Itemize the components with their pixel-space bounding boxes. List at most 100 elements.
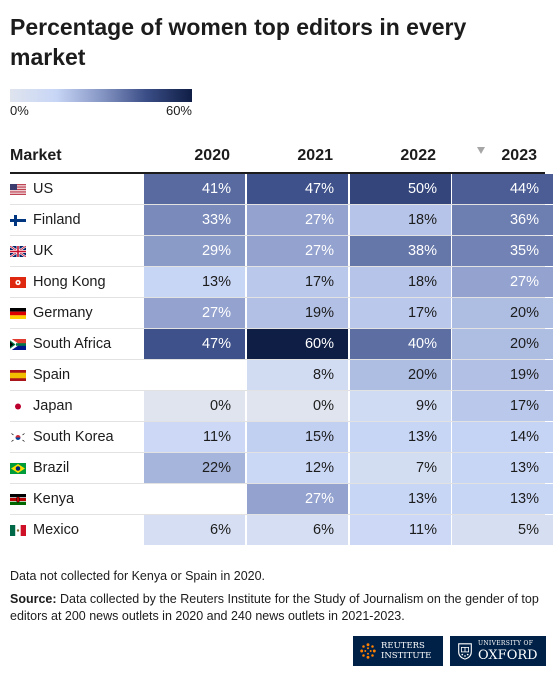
heatmap-cell: 0%: [247, 391, 348, 421]
heatmap-cell: 19%: [247, 298, 348, 328]
source-text: Data collected by the Reuters Institute …: [10, 592, 539, 623]
hong-kong-flag-icon: [10, 276, 33, 288]
heatmap-cell: 17%: [247, 267, 348, 297]
heatmap-cell: 13%: [350, 484, 451, 514]
heatmap-cell: 11%: [144, 422, 245, 452]
table-body: US 41% 47% 50% 44% Finland 33% 27% 18% 36% UK 29% 27…: [10, 174, 553, 546]
market-cell: Germany: [10, 298, 93, 328]
market-label: Brazil: [33, 460, 70, 476]
market-label: Spain: [33, 367, 71, 383]
university-of-oxford-logo[interactable]: UNIVERSITY OF OXFORD: [450, 636, 546, 666]
heatmap-cell: 18%: [350, 205, 451, 235]
table-row: Germany 27% 19% 17% 20%: [10, 298, 553, 329]
heatmap-cell: 20%: [350, 360, 451, 390]
heatmap-cell: 44%: [452, 174, 553, 204]
color-legend: 0% 60%: [10, 89, 192, 119]
reuters-institute-logo[interactable]: REUTERS INSTITUTE: [353, 636, 443, 666]
south-africa-flag-icon: [10, 338, 33, 350]
uk-flag-icon: [10, 245, 33, 257]
market-cell: South Africa: [10, 329, 111, 359]
column-header-2021[interactable]: 2021: [297, 147, 333, 164]
finland-flag-icon: [10, 214, 33, 226]
south-korea-flag-icon: [10, 431, 33, 443]
column-header-market[interactable]: Market: [10, 147, 62, 164]
heatmap-cell: 9%: [350, 391, 451, 421]
reuters-logo-line2: INSTITUTE: [381, 651, 432, 661]
heatmap-cell: [144, 360, 245, 390]
heatmap-cell: 27%: [247, 484, 348, 514]
heatmap-cell: 33%: [144, 205, 245, 235]
sort-descending-icon[interactable]: [477, 147, 485, 154]
table-row: Spain 8% 20% 19%: [10, 360, 553, 391]
source-note: Source: Data collected by the Reuters In…: [10, 591, 550, 625]
heatmap-cell: 12%: [247, 453, 348, 483]
oxford-crest-icon: [458, 643, 472, 660]
market-label: Hong Kong: [33, 274, 106, 290]
heatmap-cell: 20%: [452, 329, 553, 359]
heatmap-cell: 13%: [452, 453, 553, 483]
heatmap-cell: 13%: [144, 267, 245, 297]
table-header: Market 2020 2021 2022 2023: [10, 142, 545, 174]
heatmap-cell: 19%: [452, 360, 553, 390]
column-header-2020[interactable]: 2020: [194, 147, 230, 164]
source-label: Source:: [10, 592, 57, 606]
table-row: Finland 33% 27% 18% 36%: [10, 205, 553, 236]
heatmap-cell: 20%: [452, 298, 553, 328]
market-label: South Korea: [33, 429, 114, 445]
market-cell: Brazil: [10, 453, 69, 483]
market-cell: UK: [10, 236, 53, 266]
reuters-logo-line1: REUTERS: [381, 641, 425, 651]
heatmap-cell: 27%: [452, 267, 553, 297]
heatmap-cell: 47%: [144, 329, 245, 359]
column-header-2022[interactable]: 2022: [400, 147, 436, 164]
market-label: US: [33, 181, 54, 197]
heatmap-cell: [144, 484, 245, 514]
market-cell: Japan: [10, 391, 73, 421]
heatmap-cell: 40%: [350, 329, 451, 359]
market-cell: Hong Kong: [10, 267, 106, 297]
japan-flag-icon: [10, 400, 33, 412]
market-cell: Mexico: [10, 515, 79, 545]
heatmap-cell: 29%: [144, 236, 245, 266]
spain-flag-icon: [10, 369, 33, 381]
heatmap-cell: 13%: [350, 422, 451, 452]
table-row: Japan 0% 0% 9% 17%: [10, 391, 553, 422]
heatmap-cell: 50%: [350, 174, 451, 204]
table-row: South Africa 47% 60% 40% 20%: [10, 329, 553, 360]
market-cell: Finland: [10, 205, 81, 235]
table-row: Hong Kong 13% 17% 18% 27%: [10, 267, 553, 298]
heatmap-cell: 27%: [247, 236, 348, 266]
table-row: South Korea 11% 15% 13% 14%: [10, 422, 553, 453]
heatmap-cell: 0%: [144, 391, 245, 421]
table-row: Brazil 22% 12% 7% 13%: [10, 453, 553, 484]
heatmap-cell: 38%: [350, 236, 451, 266]
heatmap-cell: 17%: [452, 391, 553, 421]
market-label: Mexico: [33, 522, 79, 538]
heatmap-cell: 8%: [247, 360, 348, 390]
heatmap-cell: 47%: [247, 174, 348, 204]
legend-min-label: 0%: [10, 103, 29, 118]
legend-gradient-bar: [10, 89, 192, 102]
heatmap-cell: 7%: [350, 453, 451, 483]
table-row: US 41% 47% 50% 44%: [10, 174, 553, 205]
heatmap-cell: 35%: [452, 236, 553, 266]
heatmap-cell: 18%: [350, 267, 451, 297]
heatmap-cell: 60%: [247, 329, 348, 359]
table-row: Kenya 27% 13% 13%: [10, 484, 553, 515]
heatmap-cell: 15%: [247, 422, 348, 452]
brazil-flag-icon: [10, 462, 33, 474]
market-label: Germany: [33, 305, 93, 321]
market-cell: Spain: [10, 360, 70, 390]
legend-max-label: 60%: [165, 103, 192, 118]
heatmap-cell: 41%: [144, 174, 245, 204]
heatmap-cell: 5%: [452, 515, 553, 545]
chart-title: Percentage of women top editors in every…: [10, 14, 467, 70]
oxford-logo-line2: OXFORD: [478, 648, 538, 663]
market-cell: Kenya: [10, 484, 74, 514]
heatmap-cell: 14%: [452, 422, 553, 452]
heatmap-cell: 13%: [452, 484, 553, 514]
heatmap-cell: 6%: [247, 515, 348, 545]
us-flag-icon: [10, 183, 33, 195]
column-header-2023[interactable]: 2023: [501, 147, 537, 164]
market-cell: US: [10, 174, 53, 204]
